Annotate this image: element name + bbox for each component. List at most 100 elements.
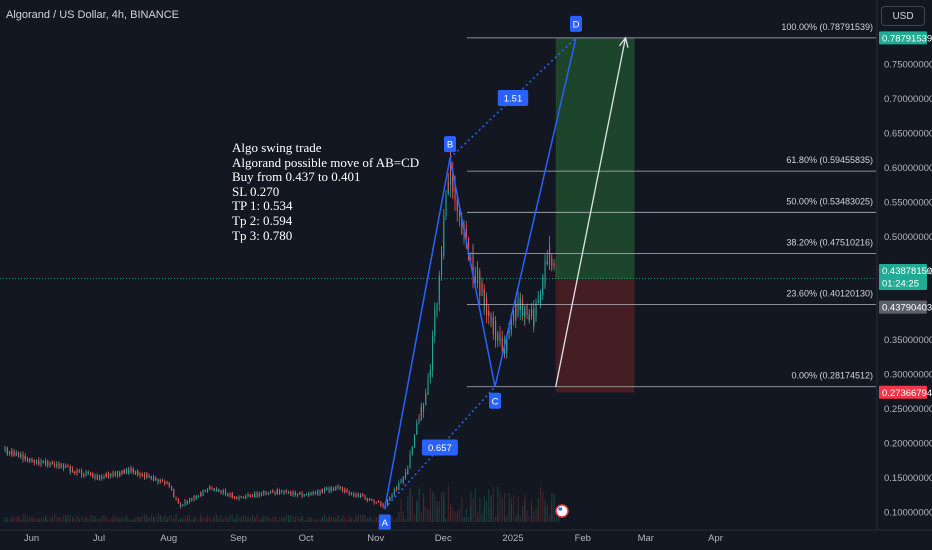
volume-bar <box>101 516 103 522</box>
volume-bar <box>220 519 222 522</box>
volume-bar <box>420 512 422 522</box>
time-axis-tick: Jul <box>93 533 105 544</box>
volume-bar <box>373 519 375 522</box>
volume-bar <box>537 512 539 522</box>
pattern-point-label: B <box>447 140 453 151</box>
volume-bar <box>103 514 105 522</box>
candle-body <box>94 474 96 476</box>
candle-body <box>443 215 445 247</box>
trade-note[interactable]: Algo swing trade Algorand possible move … <box>232 140 419 243</box>
price-axis-tick: 0.30000000 <box>884 370 932 381</box>
volume-bar <box>4 519 6 522</box>
candle-body <box>330 487 332 491</box>
volume-bar <box>310 516 312 522</box>
currency-button[interactable]: USD <box>881 6 925 26</box>
volume-bar <box>461 496 463 522</box>
volume-bar <box>92 515 94 522</box>
candle-body <box>243 497 245 498</box>
candle-body <box>409 463 411 469</box>
note-line: Tp 2: 0.594 <box>232 212 293 228</box>
volume-bar <box>553 492 555 522</box>
note-line: TP 1: 0.534 <box>232 198 293 214</box>
volume-bar <box>274 517 276 522</box>
volume-bar <box>441 492 443 522</box>
candle-body <box>130 468 132 473</box>
volume-bar <box>123 517 125 522</box>
candle-body <box>279 490 281 492</box>
candle-body <box>393 489 395 491</box>
volume-bar <box>495 516 497 522</box>
volume-bar <box>315 519 317 522</box>
pattern-point-box <box>570 15 582 32</box>
volume-bar <box>297 516 299 522</box>
volume-bar <box>119 519 121 522</box>
candle-body <box>51 462 53 465</box>
candle-body <box>13 451 15 456</box>
price-badge-text: 0.43790403 <box>882 303 932 314</box>
projection-arrow-line <box>555 37 627 387</box>
candle-body <box>141 473 143 476</box>
volume-bar <box>396 519 398 522</box>
volume-bar <box>175 514 177 522</box>
volume-bar <box>528 516 530 522</box>
candle-body <box>222 490 224 493</box>
candle-body <box>29 459 31 461</box>
price-axis-tick: 0.70000000 <box>884 94 932 105</box>
candle-body <box>211 488 213 490</box>
candle-body <box>36 460 38 462</box>
volume-bar <box>60 518 62 522</box>
candle-body <box>103 476 105 478</box>
volume-bar <box>108 519 110 522</box>
candle-body <box>418 419 420 421</box>
candle-body <box>362 494 364 496</box>
volume-bar <box>96 518 98 522</box>
volume-bar <box>11 518 13 522</box>
candle-body <box>429 369 431 376</box>
candle-body <box>411 447 413 455</box>
volume-bar <box>490 495 492 522</box>
volume-bar <box>409 489 411 522</box>
volume-bar <box>229 514 231 522</box>
volume-bar <box>220 515 222 522</box>
candle-body <box>204 490 206 492</box>
candle-body <box>27 458 29 462</box>
volume-bar <box>333 517 335 522</box>
volume-bar <box>506 515 508 522</box>
candle-body <box>427 377 429 387</box>
volume-bar <box>508 492 510 522</box>
volume-bar <box>119 517 121 522</box>
candle-body <box>229 494 231 497</box>
fib-level-label: 61.80% (0.59455835) <box>786 155 873 165</box>
volume-bar <box>148 517 150 522</box>
volume-bar <box>31 517 33 522</box>
volume-bar <box>22 514 24 522</box>
candle-body <box>540 294 542 296</box>
volume-bar <box>254 517 256 522</box>
price-axis-tick: 0.65000000 <box>884 128 932 139</box>
volume-bar <box>342 515 344 522</box>
candle-body <box>105 473 107 478</box>
fib-level-label: 38.20% (0.47510216) <box>786 237 873 247</box>
volume-bar <box>537 497 539 522</box>
volume-bar <box>153 516 155 522</box>
volume-bar <box>99 519 101 522</box>
candle-body <box>438 281 440 304</box>
candle-body <box>483 304 485 306</box>
candle-body <box>288 492 290 493</box>
candle-body <box>132 469 134 472</box>
candle-body <box>85 471 87 473</box>
candle-body <box>114 474 116 476</box>
candle-body <box>546 262 548 264</box>
candle-body <box>418 419 420 424</box>
candle-body <box>411 447 413 449</box>
volume-bar <box>407 495 409 522</box>
time-axis-tick: 2025 <box>502 533 523 544</box>
volume-bar <box>281 519 283 522</box>
candle-body <box>481 282 483 290</box>
volume-bar <box>189 514 191 522</box>
ratio-label: 0.657 <box>428 443 452 454</box>
pattern-leg <box>384 158 451 509</box>
candle-body <box>308 493 310 496</box>
volume-bar <box>213 518 215 522</box>
